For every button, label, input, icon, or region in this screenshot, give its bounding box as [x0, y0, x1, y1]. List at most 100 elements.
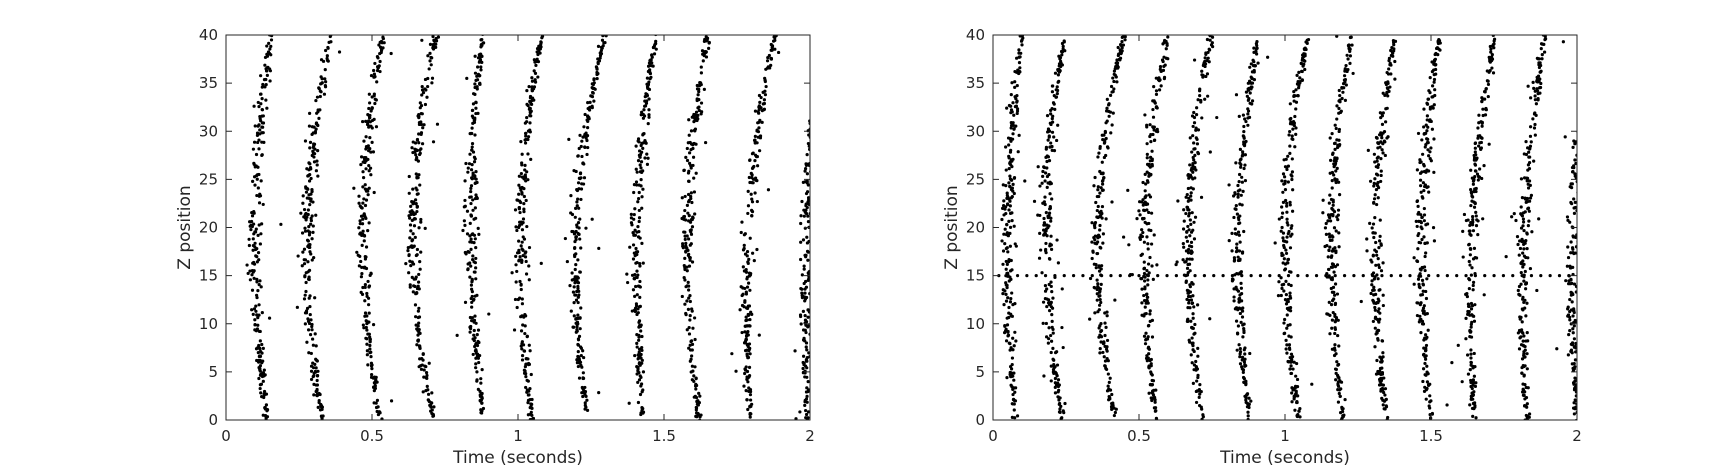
left-point	[257, 138, 261, 142]
left-point	[417, 330, 421, 334]
left-point	[256, 351, 260, 355]
right-point	[1053, 381, 1057, 385]
right-point	[1373, 345, 1377, 349]
right-point	[1149, 370, 1153, 374]
right-point	[1008, 300, 1013, 304]
right-point	[1429, 146, 1433, 150]
left-point	[685, 328, 689, 332]
right-point	[1051, 296, 1055, 300]
left-point	[323, 77, 327, 81]
right-point	[1110, 407, 1114, 412]
right-point	[1051, 368, 1056, 372]
right-point	[1372, 285, 1376, 289]
left-point	[365, 349, 369, 353]
right-point	[1236, 230, 1241, 234]
right-point	[1150, 264, 1154, 268]
right-point	[1230, 249, 1234, 253]
left-point	[363, 215, 367, 219]
right-point	[1337, 99, 1341, 103]
left-point	[697, 89, 701, 94]
right-point	[1090, 256, 1094, 261]
right-point	[1182, 245, 1186, 249]
right-point	[1379, 173, 1383, 178]
right-point	[1010, 385, 1014, 389]
right-point	[1471, 414, 1475, 418]
right-point	[1239, 320, 1243, 324]
left-point	[416, 284, 420, 288]
left-point	[637, 190, 641, 195]
left-point	[259, 232, 263, 236]
left-point	[480, 411, 484, 415]
right-point	[1280, 215, 1284, 219]
left-point	[479, 408, 483, 412]
right-point	[1095, 215, 1099, 219]
left-point	[528, 349, 532, 353]
right-point	[1155, 127, 1159, 131]
left-point	[307, 275, 311, 279]
right-point	[1041, 169, 1045, 174]
left-point	[765, 59, 770, 63]
left-point	[804, 390, 809, 394]
right-point	[1334, 352, 1338, 356]
left-point	[267, 41, 271, 45]
left-point	[577, 232, 581, 236]
left-point	[540, 36, 544, 40]
right-point	[1488, 59, 1492, 63]
left-point	[648, 71, 653, 76]
left-point	[480, 43, 484, 48]
left-point	[748, 415, 752, 419]
right-point	[1377, 377, 1382, 382]
left-point	[525, 89, 529, 93]
left-point	[470, 300, 474, 305]
right-point	[1042, 216, 1046, 221]
left-point	[307, 296, 311, 300]
left-point	[689, 129, 694, 133]
right-point	[1195, 142, 1200, 146]
right-point	[1377, 186, 1381, 190]
left-point	[412, 217, 416, 221]
right-point	[1194, 136, 1198, 140]
right-point	[1048, 242, 1052, 246]
left-point	[683, 234, 687, 238]
left-point	[311, 337, 315, 341]
left-point	[576, 154, 580, 158]
right-point	[1010, 415, 1014, 419]
left-point	[256, 316, 260, 320]
left-point	[366, 228, 370, 233]
right-point	[1383, 153, 1387, 158]
right-point	[1291, 367, 1295, 371]
left-point	[360, 271, 364, 276]
right-point	[1285, 201, 1289, 205]
left-point	[252, 210, 256, 214]
right-point	[1145, 156, 1149, 160]
right-point	[1104, 136, 1108, 141]
right-point	[1426, 148, 1430, 152]
left-point	[692, 374, 696, 378]
right-point	[1328, 332, 1332, 336]
right-point	[1007, 315, 1011, 320]
left-point	[469, 184, 474, 188]
left-point	[639, 178, 643, 182]
right-point	[1298, 76, 1302, 80]
left-point	[806, 214, 810, 218]
left-point	[528, 99, 532, 104]
right-point	[1043, 296, 1047, 301]
right-point	[1007, 143, 1011, 147]
right-point	[1392, 43, 1396, 47]
left-point	[255, 260, 259, 264]
right-point	[1290, 170, 1295, 174]
left-point	[539, 261, 543, 265]
right-point	[1192, 349, 1196, 354]
right-point	[1103, 129, 1107, 134]
right-point	[1387, 89, 1391, 93]
right-point	[1373, 193, 1377, 197]
right-point	[1011, 182, 1015, 186]
left-point	[526, 135, 531, 139]
right-point	[1280, 286, 1284, 291]
left-point	[573, 215, 577, 219]
right-point	[1386, 94, 1390, 98]
left-point	[262, 368, 266, 372]
left-point	[748, 288, 752, 292]
right-point	[1376, 163, 1381, 167]
right-point	[1298, 80, 1302, 84]
